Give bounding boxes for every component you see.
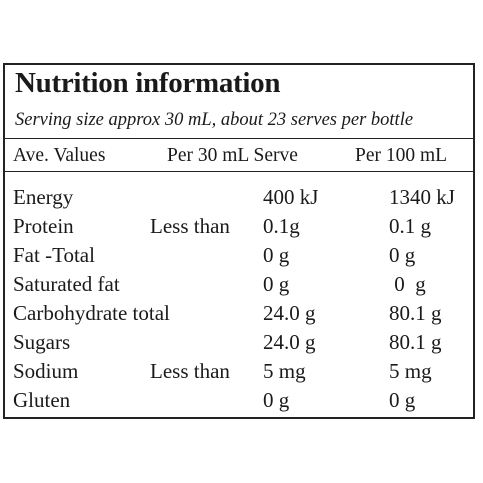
nutrient-name: Protein (13, 214, 74, 238)
table-row: Sugars 24.0 g 80.1 g (5, 328, 473, 357)
value-per-serve: 5 mg (263, 359, 306, 383)
divider-header (5, 171, 473, 172)
table-row: Gluten 0 g 0 g (5, 386, 473, 415)
serving-size-note: Serving size approx 30 mL, about 23 serv… (15, 110, 414, 130)
table-row: Saturated fat 0 g 0 g (5, 270, 473, 299)
nutrient-name: Sugars (13, 330, 71, 354)
nutrient-name: Saturated fat (13, 272, 120, 296)
nutrient-name: Gluten (13, 388, 71, 412)
value-per-serve: 0.1g (263, 214, 300, 238)
value-per-serve: 0 g (263, 243, 290, 267)
value-per-100: 80.1 g (389, 330, 442, 354)
value-per-100: 0.1 g (389, 214, 431, 238)
nutrient-name: Energy (13, 185, 74, 209)
value-per-100: 0 g (389, 272, 426, 296)
value-per-serve: 400 kJ (263, 185, 319, 209)
value-per-serve: 24.0 g (263, 301, 316, 325)
table-row: Energy 400 kJ 1340 kJ (5, 183, 473, 212)
nutrition-panel: Nutrition information Serving size appro… (3, 63, 475, 419)
header-ave-values: Ave. Values (13, 145, 106, 166)
divider-top (5, 138, 473, 139)
value-per-100: 5 mg (389, 359, 432, 383)
nutrient-qualifier: Less than (150, 214, 230, 238)
nutrient-qualifier: Less than (150, 359, 230, 383)
header-per-100: Per 100 mL (355, 145, 448, 166)
value-per-100: 0 g (389, 243, 416, 267)
nutrient-name: Fat -Total (13, 243, 95, 267)
header-per-serve: Per 30 mL Serve (167, 145, 298, 166)
value-per-100: 80.1 g (389, 301, 442, 325)
value-per-serve: 0 g (263, 272, 290, 296)
value-per-serve: 24.0 g (263, 330, 316, 354)
table-row: Protein Less than 0.1g 0.1 g (5, 212, 473, 241)
table-row: Fat -Total 0 g 0 g (5, 241, 473, 270)
value-per-100: 0 g (389, 388, 416, 412)
value-per-100: 1340 kJ (389, 185, 455, 209)
table-row: Sodium Less than 5 mg 5 mg (5, 357, 473, 386)
value-per-serve: 0 g (263, 388, 290, 412)
panel-title: Nutrition information (15, 67, 281, 99)
nutrient-name: Carbohydrate total (13, 301, 170, 325)
table-row: Carbohydrate total 24.0 g 80.1 g (5, 299, 473, 328)
nutrient-name: Sodium (13, 359, 79, 383)
